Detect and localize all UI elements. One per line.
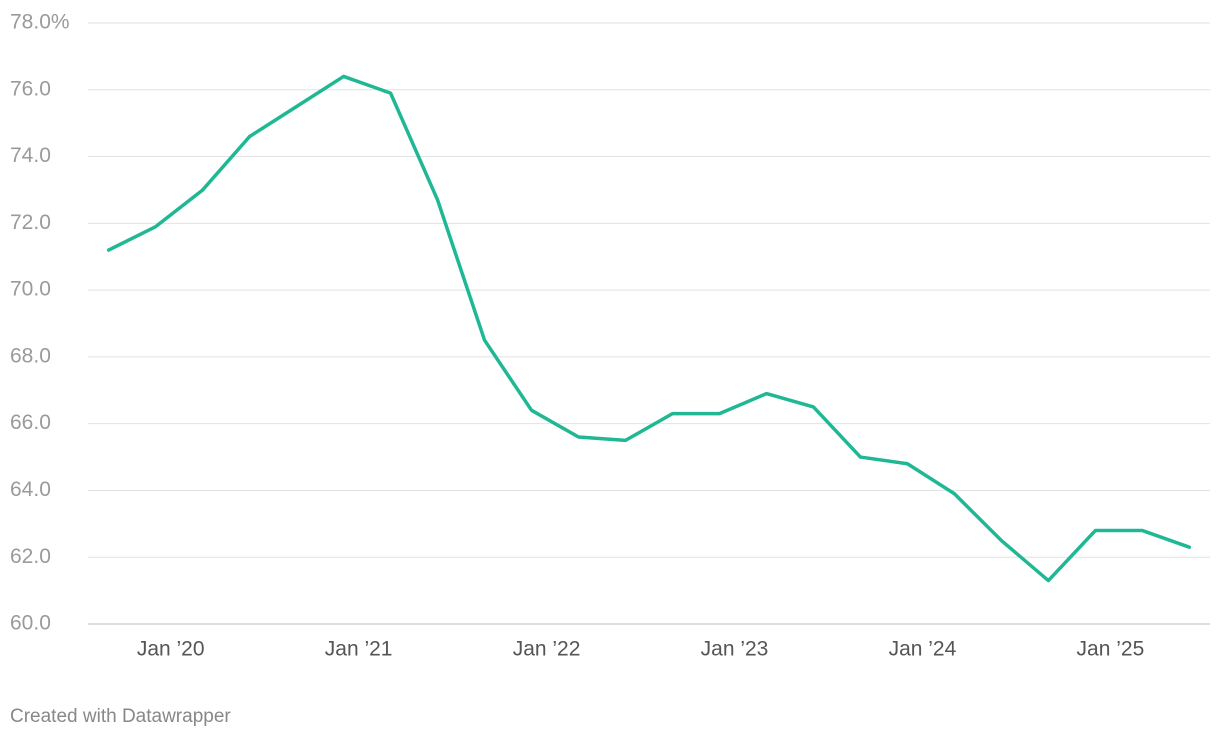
x-tick-label: Jan ’23 xyxy=(701,638,769,661)
x-tick-label: Jan ’24 xyxy=(889,638,957,661)
x-tick-label: Jan ’20 xyxy=(137,638,205,661)
y-tick-label: 72.0 xyxy=(10,211,51,234)
x-tick-label: Jan ’21 xyxy=(325,638,393,661)
x-tick-label: Jan ’22 xyxy=(513,638,581,661)
y-tick-label: 70.0 xyxy=(10,278,51,301)
line xyxy=(106,74,1192,583)
y-tick-label: 68.0 xyxy=(10,344,51,367)
credit: Created with Datawrapper xyxy=(10,706,231,727)
y-tick-label: 78.0% xyxy=(10,11,70,34)
y-tick-label: 60.0 xyxy=(10,612,51,635)
y-tick-label: 62.0 xyxy=(10,545,51,568)
y-tick-label: 74.0 xyxy=(10,144,51,167)
y-tick-label: 64.0 xyxy=(10,478,51,501)
x-tick-label: Jan ’25 xyxy=(1077,638,1145,661)
y-tick-label: 66.0 xyxy=(10,411,51,434)
y-tick-label: 76.0 xyxy=(10,77,51,100)
